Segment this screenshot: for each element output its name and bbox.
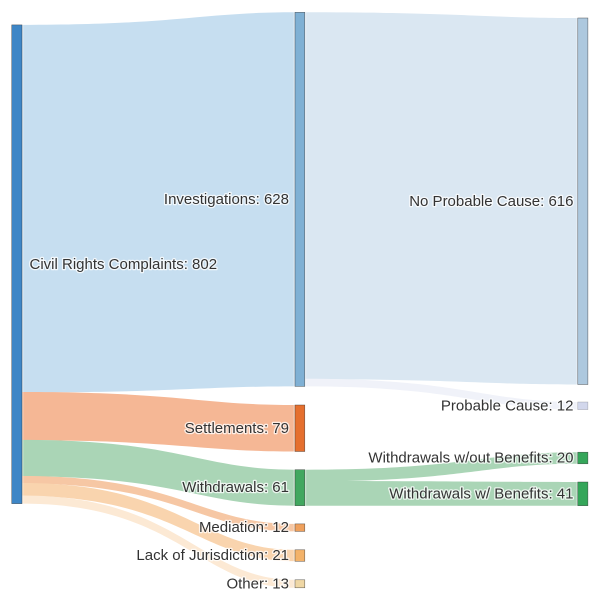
svg-text:Civil Rights Complaints: 802: Civil Rights Complaints: 802 (30, 256, 218, 273)
svg-text:Withdrawals: 61: Withdrawals: 61 (182, 479, 289, 496)
svg-text:Probable Cause: 12: Probable Cause: 12 (441, 397, 574, 414)
svg-text:Withdrawals w/out Benefits: 20: Withdrawals w/out Benefits: 20 (368, 450, 573, 467)
svg-text:Mediation: 12: Mediation: 12 (199, 519, 289, 536)
svg-text:Withdrawals w/ Benefits: 41: Withdrawals w/ Benefits: 41 (389, 485, 573, 502)
svg-text:No Probable Cause: 616: No Probable Cause: 616 (409, 193, 573, 210)
svg-text:Other: 13: Other: 13 (226, 575, 289, 592)
svg-text:Investigations: 628: Investigations: 628 (164, 191, 289, 208)
svg-text:Settlements: 79: Settlements: 79 (185, 420, 289, 437)
svg-text:Lack of Jurisdiction: 21: Lack of Jurisdiction: 21 (136, 547, 289, 564)
